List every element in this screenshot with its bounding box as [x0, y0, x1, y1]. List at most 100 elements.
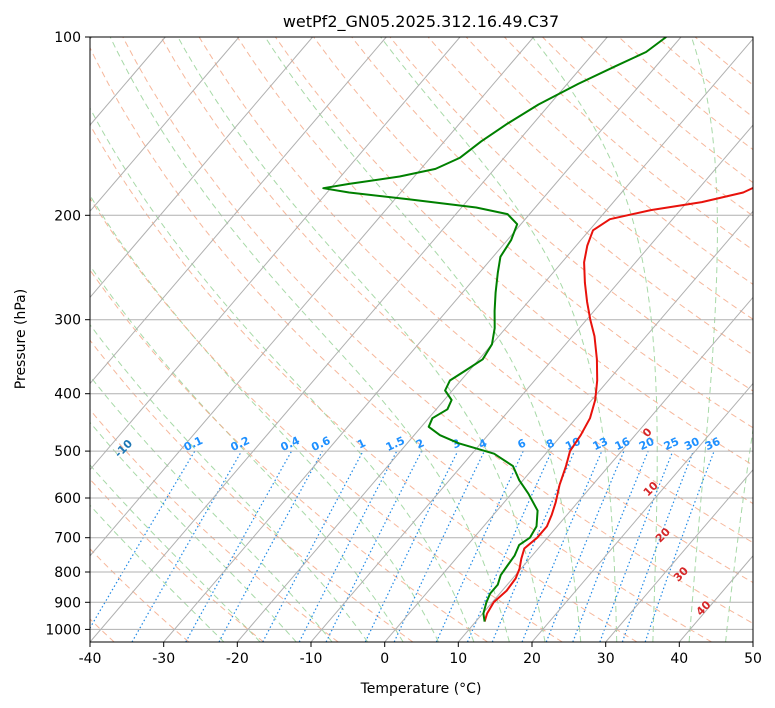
mixing-ratio-line [644, 450, 715, 642]
dry-adiabat-line [427, 37, 753, 320]
dry-adiabat-line [389, 37, 753, 356]
moist-adiabat-line [380, 37, 618, 642]
moist-adiabat-label: 40 [694, 598, 714, 618]
dry-adiabat-line [90, 548, 190, 642]
mixing-ratio-label: 36 [703, 435, 723, 453]
x-axis-ticks: -40 -30 -20 -10 0 10 20 30 40 50 [79, 642, 762, 667]
plot-frame [89, 36, 754, 643]
isotherm-line [752, 641, 753, 642]
y-tick-label: 800 [54, 565, 81, 581]
moist-adiabat-line [109, 37, 510, 642]
plot-area: 0.10.20.40.611.52346810131620253036-100-… [15, 37, 753, 642]
y-tick-label: 100 [54, 30, 81, 46]
dry-adiabat-line [313, 37, 753, 429]
dry-adiabat-line [90, 409, 339, 642]
mixing-ratio-line [545, 450, 625, 642]
mixing-ratio-line [466, 450, 553, 642]
dry-adiabats [90, 37, 753, 642]
temperature-profile-line [483, 186, 753, 622]
x-tick-label: 20 [523, 651, 541, 667]
isotherm-line [90, 37, 608, 642]
isotherm-line [163, 37, 682, 642]
moist-adiabat-line [90, 323, 369, 642]
y-axis-ticks: 100 200 300 400 500 600 700 800 900 1000 [45, 30, 90, 638]
isotherm-line [90, 37, 387, 385]
moist-adiabat-line [90, 264, 404, 642]
x-tick-label: -10 [300, 651, 323, 667]
isotherm-line [678, 555, 753, 642]
dry-adiabat-line [160, 37, 753, 584]
mixing-ratio-line [325, 450, 423, 642]
isotherm-line [90, 37, 240, 213]
mixing-ratio-label: 30 [682, 435, 702, 453]
y-tick-label: 700 [54, 531, 81, 547]
isotherm-line [457, 296, 753, 642]
dry-adiabat-line [351, 37, 753, 392]
dry-adiabat-line [122, 37, 753, 624]
profile-series [322, 37, 753, 622]
mixing-ratio-line [262, 450, 364, 642]
isotherm-line [384, 210, 753, 642]
mixing-ratio-line [218, 450, 323, 642]
mixing-ratio-label: 25 [662, 435, 681, 453]
isotherm-line [531, 382, 753, 642]
moist-adiabat-label: 10 [641, 479, 661, 499]
dry-adiabat-line [694, 37, 753, 86]
x-axis-label: Temperature (°C) [360, 681, 482, 697]
x-tick-label: -20 [226, 651, 249, 667]
mixing-ratio-line [298, 450, 398, 642]
y-tick-label: 900 [54, 595, 81, 611]
mixing-ratio-line [572, 450, 649, 642]
dry-adiabat-line [90, 123, 638, 642]
mixing-ratio-line [521, 450, 603, 642]
moist-adiabat-line [264, 37, 582, 642]
mixing-ratio-label: 16 [613, 435, 633, 453]
dry-adiabat-line [236, 37, 753, 505]
isobars [90, 37, 753, 630]
mixing-ratio-line [393, 450, 485, 642]
chart-title: wetPf2_GN05.2025.312.16.49.C37 [283, 12, 559, 32]
y-tick-label: 500 [54, 444, 81, 460]
y-tick-label: 200 [54, 208, 81, 224]
mixing-ratio-label: 20 [637, 435, 657, 453]
moist-adiabat-line [90, 107, 475, 642]
dry-adiabat-line [198, 37, 753, 544]
isotherm-line [90, 37, 313, 299]
isotherm-line [605, 468, 753, 642]
dry-adiabat-line [90, 269, 488, 642]
dewpoint-profile-line [322, 37, 667, 622]
y-tick-label: 400 [54, 387, 81, 403]
dry-adiabat-line [465, 37, 753, 285]
x-tick-label: -30 [152, 651, 175, 667]
x-tick-label: 50 [744, 651, 762, 667]
x-tick-label: 40 [670, 651, 688, 667]
dry-adiabat-line [656, 37, 753, 118]
moist-adiabat-line [90, 504, 225, 642]
mixing-ratio-line [621, 450, 694, 642]
isotherm-line [90, 37, 461, 471]
mixing-ratio-line [185, 450, 293, 642]
moist-adiabat-line [90, 375, 333, 642]
x-tick-label: 0 [380, 651, 389, 667]
y-tick-label: 1000 [45, 622, 81, 638]
isotherm-line [310, 124, 753, 642]
isotherm-line [90, 37, 534, 557]
isotherm-line [236, 38, 753, 642]
moist-adiabat-line [532, 37, 658, 642]
dry-adiabat-line [274, 37, 753, 466]
mixing-ratio-label: 2 [414, 436, 426, 451]
y-tick-label: 600 [54, 491, 81, 507]
mixing-ratio-label: 6 [516, 436, 529, 451]
dry-adiabat-line [542, 37, 753, 217]
dry-adiabat-line [90, 46, 712, 642]
moist-adiabat-line [725, 426, 753, 642]
x-tick-label: -40 [79, 651, 102, 667]
moist-adiabat-line [90, 421, 297, 642]
y-axis-label: Pressure (hPa) [13, 289, 29, 389]
mixing-ratio-label: 13 [591, 435, 610, 453]
dry-adiabat-line [90, 478, 264, 642]
moist-adiabat-line [177, 37, 546, 642]
mixing-ratio-lines [90, 450, 715, 642]
dry-adiabat-label: -20 [15, 391, 38, 414]
